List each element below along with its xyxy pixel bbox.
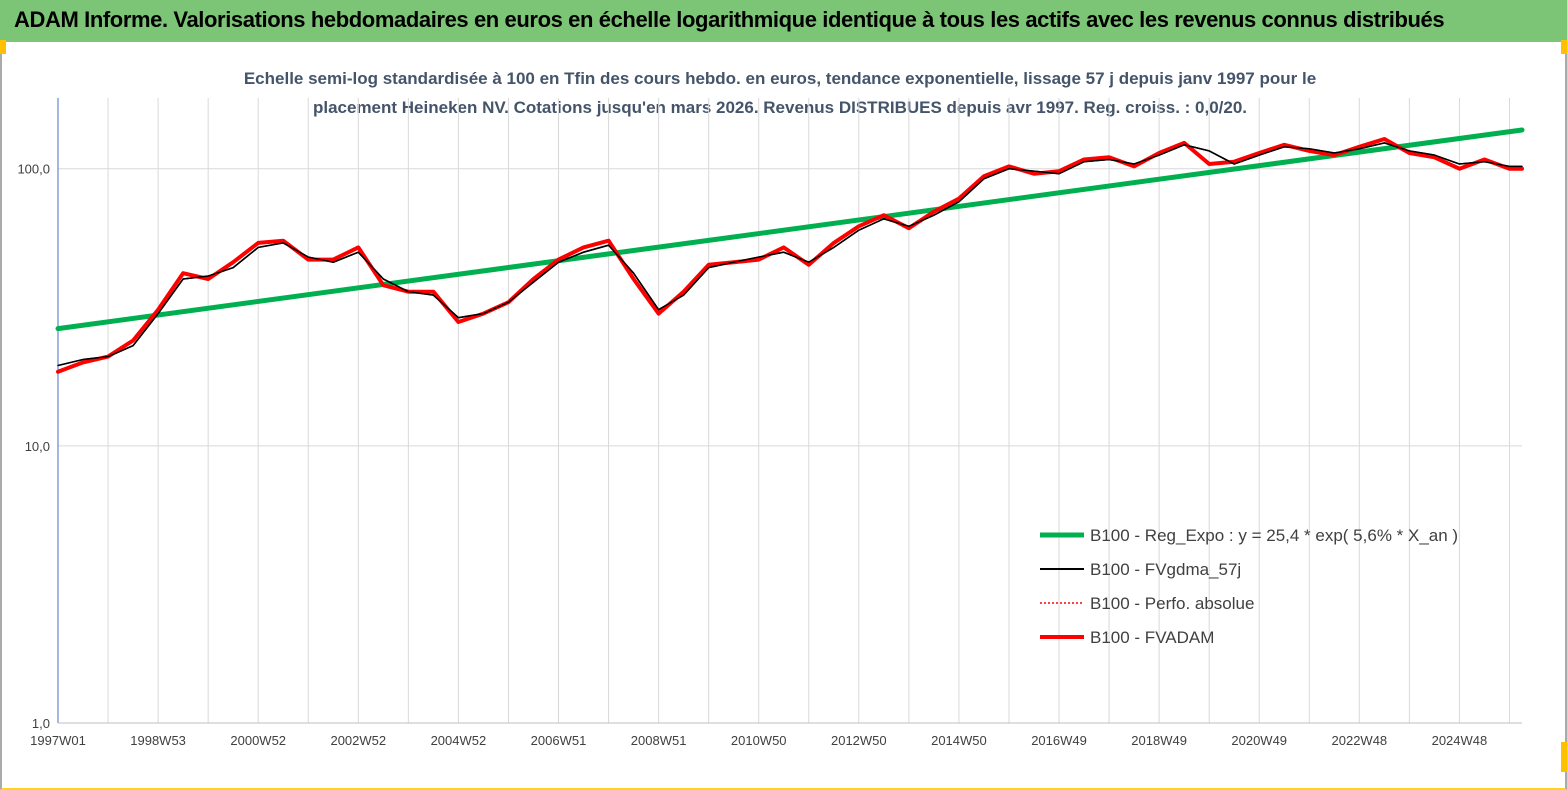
corner-marker-top-right bbox=[1561, 40, 1567, 54]
x-tick-label: 2004W52 bbox=[431, 733, 487, 748]
x-tick-label: 2000W52 bbox=[230, 733, 286, 748]
chart-title-line-2: placement Heineken NV. Cotations jusqu'e… bbox=[312, 98, 1248, 117]
x-tick-label: 2022W48 bbox=[1332, 733, 1388, 748]
x-tick-label: 2016W49 bbox=[1031, 733, 1087, 748]
x-tick-label: 2006W51 bbox=[531, 733, 587, 748]
y-tick-label: 1,0 bbox=[32, 716, 50, 731]
x-tick-label: 2002W52 bbox=[330, 733, 386, 748]
series-line-4 bbox=[56, 137, 1524, 374]
y-tick-label: 100,0 bbox=[17, 162, 50, 177]
legend-label: B100 - FVADAM bbox=[1090, 628, 1214, 647]
x-tick-label: 2008W51 bbox=[631, 733, 687, 748]
report-title: ADAM Informe. Valorisations hebdomadaire… bbox=[14, 7, 1445, 32]
legend-label: B100 - Reg_Expo : y = 25,4 * exp( 5,6% *… bbox=[1090, 526, 1458, 545]
x-tick-label: 2014W50 bbox=[931, 733, 987, 748]
series-line-1 bbox=[55, 127, 1525, 332]
x-tick-label: 2010W50 bbox=[731, 733, 787, 748]
corner-marker-bottom-right bbox=[1561, 742, 1567, 772]
legend-label: B100 - Perfo. absolue bbox=[1090, 594, 1254, 613]
report-banner: ADAM Informe. Valorisations hebdomadaire… bbox=[0, 0, 1567, 42]
y-tick-label: 10,0 bbox=[25, 439, 50, 454]
series-line-2-overlay bbox=[57, 142, 1522, 367]
chart-title-line-1: Echelle semi-log standardisée à 100 en T… bbox=[243, 69, 1317, 88]
corner-marker-top-left bbox=[0, 40, 6, 54]
x-tick-label: 1998W53 bbox=[130, 733, 186, 748]
x-tick-label: 2012W50 bbox=[831, 733, 887, 748]
x-tick-label: 2018W49 bbox=[1131, 733, 1187, 748]
x-tick-label: 2024W48 bbox=[1432, 733, 1488, 748]
x-tick-label: 1997W01 bbox=[30, 733, 86, 748]
legend-label: B100 - FVgdma_57j bbox=[1090, 560, 1241, 579]
chart-frame bbox=[0, 42, 1567, 790]
x-tick-label: 2020W49 bbox=[1231, 733, 1287, 748]
